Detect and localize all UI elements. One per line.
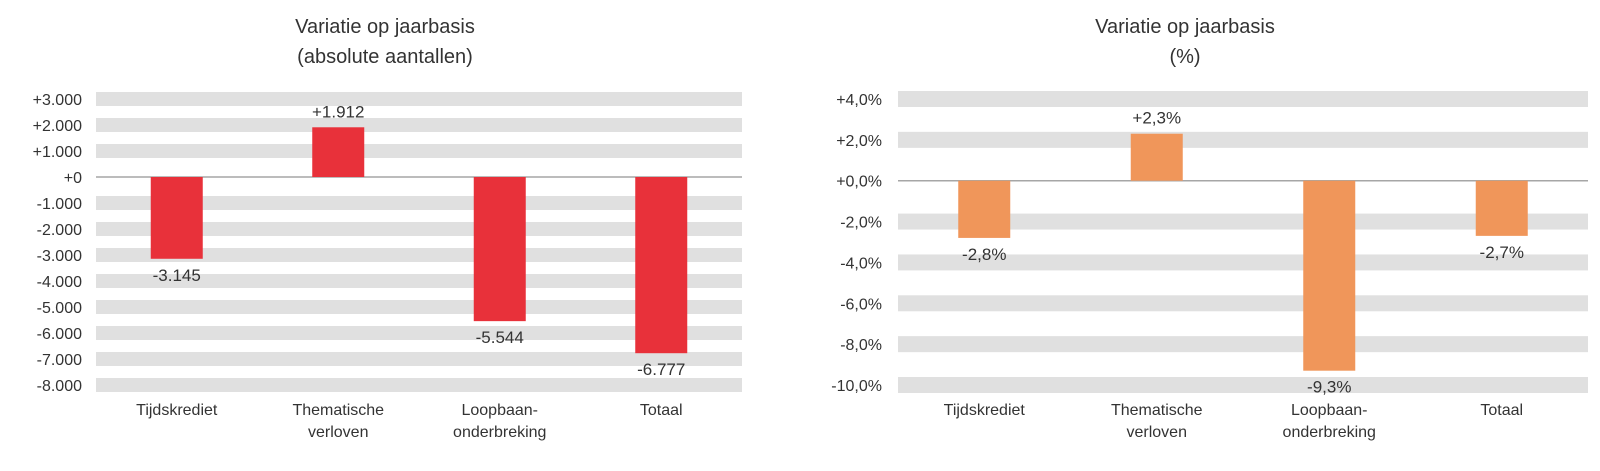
- abs-data-label: -6.777: [637, 360, 685, 379]
- pct-ytick-label: -10,0%: [831, 378, 882, 395]
- abs-grid-band: [96, 118, 742, 132]
- pct-data-label: -2,8%: [962, 245, 1006, 264]
- abs-data-label: -5.544: [476, 328, 524, 347]
- abs-ytick-label: +3.000: [33, 92, 82, 109]
- pct-ytick-label: -4,0%: [840, 255, 882, 272]
- abs-bar: [473, 177, 526, 322]
- abs-bar: [635, 177, 688, 354]
- pct-data-label: -2,7%: [1480, 243, 1524, 262]
- pct-ytick-label: +4,0%: [836, 92, 882, 109]
- pct-grid-band: [898, 295, 1588, 312]
- abs-ytick-label: -8.000: [37, 378, 82, 395]
- pct-grid-band: [898, 336, 1588, 353]
- pct-ytick-label: +0,0%: [836, 174, 882, 191]
- abs-category-label: verloven: [308, 424, 368, 441]
- abs-grid-band: [96, 352, 742, 366]
- pct-grid-band: [898, 213, 1588, 230]
- abs-grid-band: [96, 326, 742, 340]
- abs-grid-band: [96, 222, 742, 236]
- abs-data-label: +1.912: [312, 102, 364, 121]
- pct-category-label: Tijdskrediet: [944, 402, 1026, 419]
- chart-absolute-variation: Variatie op jaarbasis (absolute aantallen…: [33, 16, 742, 441]
- abs-data-label: -3.145: [153, 266, 201, 285]
- abs-grid-band: [96, 248, 742, 262]
- pct-ytick-label: -6,0%: [840, 296, 882, 313]
- abs-grid-band: [96, 378, 742, 392]
- pct-data-label: -9,3%: [1307, 378, 1351, 397]
- abs-grid-band: [96, 300, 742, 314]
- abs-bar: [150, 177, 203, 259]
- pct-ytick-label: -2,0%: [840, 215, 882, 232]
- pct-bar: [1475, 180, 1528, 236]
- abs-category-label: Loopbaan-: [461, 402, 538, 419]
- abs-grid-band: [96, 144, 742, 158]
- abs-ytick-label: -6.000: [37, 326, 82, 343]
- pct-grid-band: [898, 254, 1588, 271]
- pct-title-line-2: (%): [1169, 46, 1200, 68]
- abs-ytick-label: -3.000: [37, 248, 82, 265]
- abs-ytick-label: -4.000: [37, 274, 82, 291]
- pct-grid-band: [898, 131, 1588, 148]
- pct-bar: [1130, 133, 1183, 181]
- abs-title-line-1: Variatie op jaarbasis: [295, 16, 475, 38]
- abs-grid-band: [96, 196, 742, 210]
- abs-ytick-label: -1.000: [37, 196, 82, 213]
- abs-bar: [312, 127, 365, 177]
- pct-category-label: Loopbaan-: [1291, 402, 1368, 419]
- pct-title-line-1: Variatie op jaarbasis: [1095, 16, 1275, 38]
- pct-grid-band: [898, 377, 1588, 393]
- pct-grid-band: [898, 91, 1588, 107]
- abs-category-label: Tijdskrediet: [136, 402, 218, 419]
- pct-category-label: verloven: [1127, 424, 1187, 441]
- pct-ytick-label: -8,0%: [840, 337, 882, 354]
- abs-ytick-label: +1.000: [33, 144, 82, 161]
- abs-category-label: Totaal: [640, 402, 683, 419]
- abs-ytick-label: -7.000: [37, 352, 82, 369]
- abs-category-label: Thematische: [292, 402, 384, 419]
- pct-bar: [1303, 180, 1356, 371]
- pct-data-label: +2,3%: [1132, 109, 1181, 128]
- chart-percent-variation: Variatie op jaarbasis (%) +4,0% +2,0% +0,0% -…: [831, 16, 1588, 441]
- pct-category-label: Thematische: [1111, 402, 1203, 419]
- abs-category-label: onderbreking: [453, 424, 546, 441]
- abs-ytick-label: -2.000: [37, 222, 82, 239]
- abs-title-line-2: (absolute aantallen): [297, 46, 473, 68]
- pct-category-label: Totaal: [1480, 402, 1523, 419]
- pct-category-label: onderbreking: [1283, 424, 1376, 441]
- abs-ytick-label: -5.000: [37, 300, 82, 317]
- abs-grid-band: [96, 92, 742, 106]
- pct-ytick-label: +2,0%: [836, 133, 882, 150]
- pct-bar: [958, 180, 1011, 238]
- abs-ytick-label: +0: [64, 170, 82, 187]
- abs-ytick-label: +2.000: [33, 118, 82, 135]
- abs-grid-band: [96, 274, 742, 288]
